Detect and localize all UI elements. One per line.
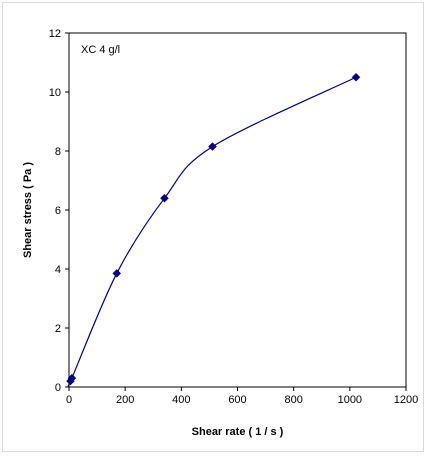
data-point <box>112 269 122 278</box>
x-tick-label: 600 <box>228 394 246 406</box>
data-point <box>208 142 217 151</box>
y-tick-label: 2 <box>55 323 61 335</box>
x-tick-label: 400 <box>172 394 190 406</box>
x-axis: 0 200 400 600 800 1000 1200 <box>66 387 418 406</box>
chart-annotation: XC 4 g/l <box>81 44 120 56</box>
plot-border <box>68 32 407 388</box>
x-tick-label: 200 <box>116 394 134 406</box>
y-tick-label: 4 <box>55 264 61 276</box>
y-tick-label: 8 <box>55 146 61 158</box>
data-point <box>351 72 361 82</box>
series-markers <box>66 72 361 386</box>
y-axis: 0 2 4 6 8 10 12 <box>49 28 69 394</box>
chart: 0 200 400 600 800 1000 1200 0 2 4 6 8 10 12 XC 4 g/l… <box>22 28 418 438</box>
y-tick-label: 0 <box>55 382 61 394</box>
y-tick-label: 10 <box>49 87 61 99</box>
x-tick-label: 1200 <box>394 394 418 406</box>
y-tick-label: 6 <box>55 205 61 217</box>
series-line <box>67 76 357 388</box>
x-tick-label: 0 <box>66 394 72 406</box>
data-point <box>160 193 169 203</box>
y-tick-label: 12 <box>49 28 61 40</box>
y-axis-title: Shear stress ( Pa ) <box>22 162 34 258</box>
data-point <box>67 373 77 383</box>
plot-area <box>68 32 407 388</box>
chart-frame: 0 200 400 600 800 1000 1200 0 2 4 6 8 10 12 XC 4 g/l… <box>2 2 424 452</box>
x-axis-title: Shear rate ( 1 / s ) <box>192 426 284 438</box>
x-tick-label: 800 <box>284 394 302 406</box>
x-tick-label: 1000 <box>338 394 362 406</box>
